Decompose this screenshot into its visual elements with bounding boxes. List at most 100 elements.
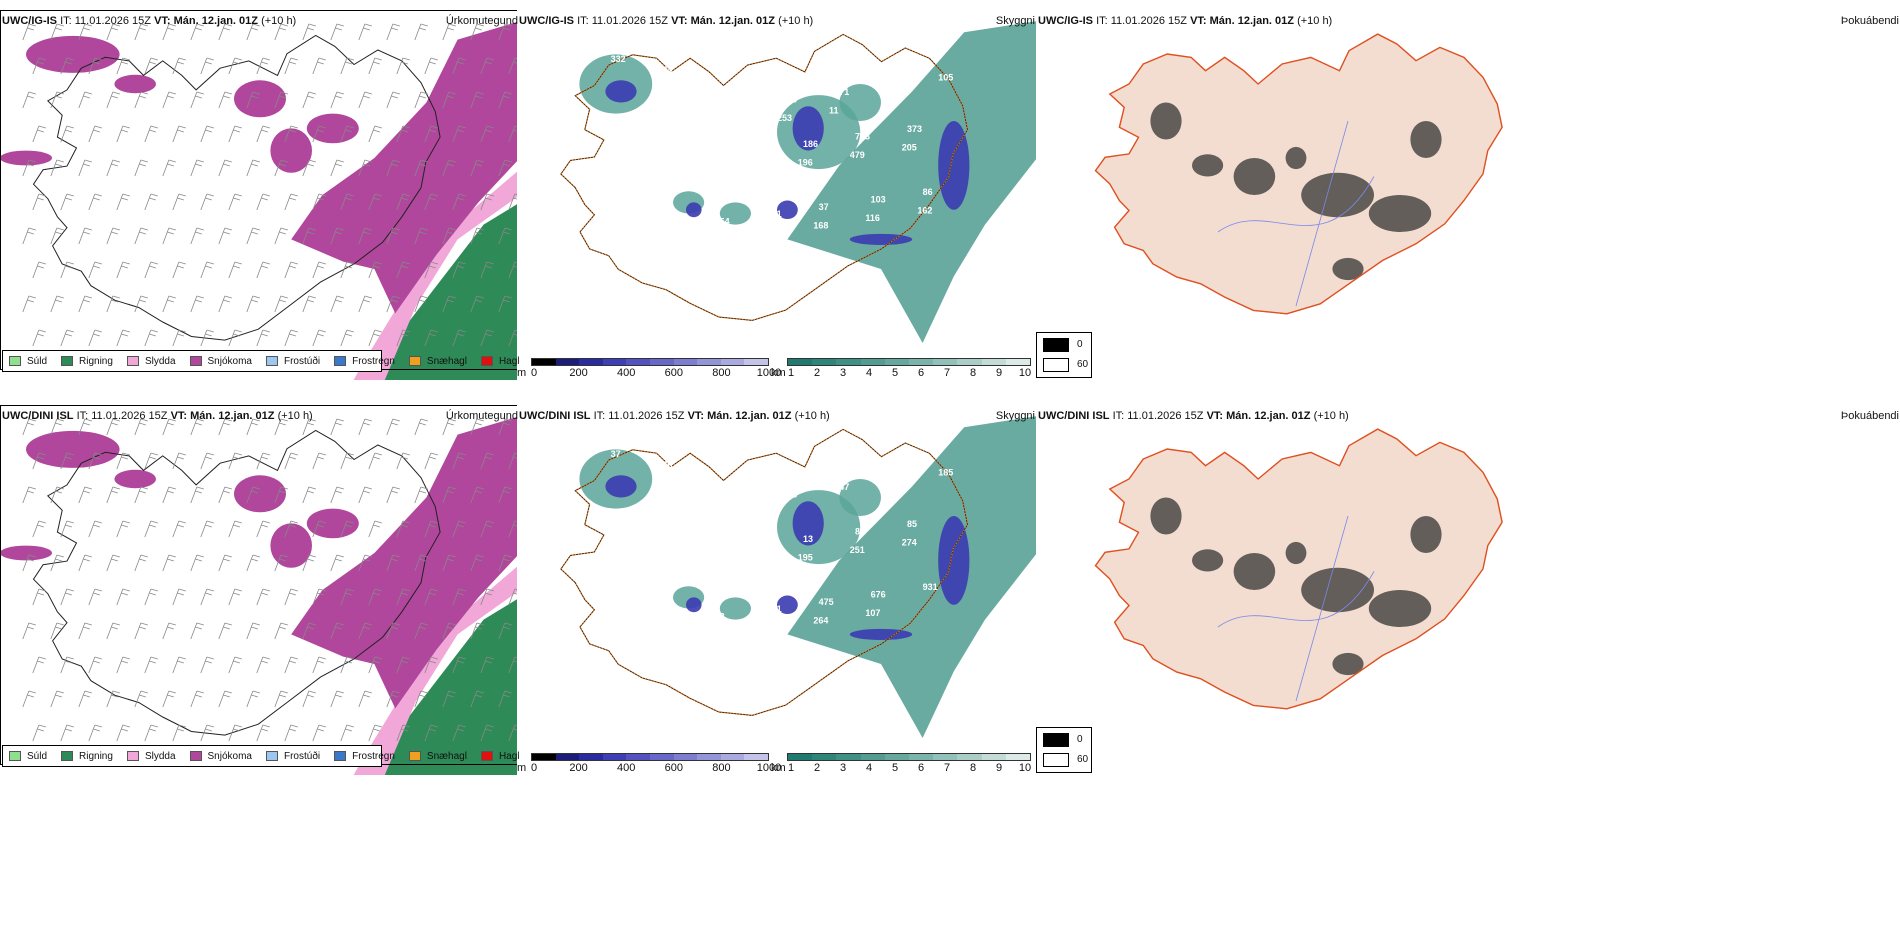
legend-label: Snæhagl xyxy=(426,355,467,367)
precip-type-map xyxy=(0,21,520,380)
panel-header: UWC/IG-IS IT: 11.01.2026 15Z VT: Mán. 12… xyxy=(0,10,520,32)
wind-barb xyxy=(134,486,148,504)
wind-barb xyxy=(480,57,494,75)
wind-barb xyxy=(22,91,36,109)
visibility-map: 37 13 131 81 23 85 181 19 475 179 676 399 931 183 230 2… xyxy=(560,416,1037,738)
cloud-base-label: 186 xyxy=(803,139,818,149)
wind-barb xyxy=(274,554,288,572)
wind-barb xyxy=(200,452,214,470)
wind-barb xyxy=(284,329,298,347)
wind-barb xyxy=(452,193,466,211)
iceland-land xyxy=(1094,33,1503,315)
wind-barb xyxy=(106,227,120,245)
visibility-panel: 332 186 102 773 954 373 141 166 37 133 103 81 86 310 7… xyxy=(517,10,1037,380)
visibility-map: 332 186 102 773 954 373 141 166 37 133 103 81 86 310 7… xyxy=(560,21,1037,343)
init-time-label: IT: xyxy=(76,410,89,422)
colorbar-strip xyxy=(787,358,1031,366)
wind-barb xyxy=(330,486,344,504)
wind-barb xyxy=(32,261,46,279)
wind-barb xyxy=(340,261,354,279)
wind-barb xyxy=(442,486,456,504)
legend-label: Frostregn xyxy=(352,750,395,762)
cloud-base-label: 205 xyxy=(902,143,917,153)
cloud-base-label: 264 xyxy=(813,615,828,625)
wind-barb xyxy=(60,656,74,674)
wind-barb xyxy=(60,193,74,211)
wind-barb xyxy=(274,486,288,504)
wind-barb xyxy=(396,656,410,674)
wind-barb xyxy=(50,486,64,504)
wind-barb xyxy=(470,295,484,313)
cloud-base-label: 490 xyxy=(621,135,636,145)
wind-barb xyxy=(452,520,466,538)
wind-barb xyxy=(50,295,64,313)
panel-header: UWC/DINI ISL IT: 11.01.2026 15Z VT: Mán.… xyxy=(1036,405,1900,427)
wind-barb xyxy=(200,193,214,211)
wind-barb xyxy=(414,690,428,708)
wind-barb xyxy=(312,57,326,75)
colorbar-bin xyxy=(602,754,627,760)
wind-barb xyxy=(386,91,400,109)
wind-barb xyxy=(480,193,494,211)
wind-barb xyxy=(32,520,46,538)
wind-barb xyxy=(312,125,326,143)
colorbar-unit: km xyxy=(771,367,786,379)
colorbar-bin xyxy=(532,754,556,760)
wind-barb xyxy=(368,588,382,606)
wind-barb xyxy=(218,91,232,109)
wind-barb xyxy=(256,261,270,279)
wind-barb xyxy=(312,329,326,347)
legend-swatch xyxy=(334,356,347,366)
wind-barb xyxy=(22,486,36,504)
wind-barb xyxy=(200,656,214,674)
wind-barb xyxy=(162,554,176,572)
wind-barb xyxy=(116,520,130,538)
low-cloud-base-patch xyxy=(849,628,913,640)
valid-time-label: VT: xyxy=(154,15,171,27)
valid-time: Mán. 12.jan. 01Z xyxy=(707,410,792,422)
colorbar-strip xyxy=(531,358,769,366)
low-visibility-area xyxy=(787,21,1037,343)
wind-barb xyxy=(88,193,102,211)
wind-barb xyxy=(78,622,92,640)
colorbar-bin xyxy=(957,359,982,365)
colorbar-bin xyxy=(697,754,721,760)
wind-barb xyxy=(452,125,466,143)
wind-barb xyxy=(396,261,410,279)
low-cloud-base-patch xyxy=(777,595,798,615)
legend-item-snæhagl: Snæhagl xyxy=(408,751,467,762)
valid-time: Mán. 12.jan. 01Z xyxy=(690,15,775,27)
wind-barb xyxy=(144,452,158,470)
fog-value-dark: 0 xyxy=(1077,734,1083,745)
fog-indicator-patch xyxy=(1233,553,1276,590)
wind-barb xyxy=(442,227,456,245)
wind-barb xyxy=(480,656,494,674)
colorbar-tick: 6 xyxy=(917,762,925,774)
wind-barb xyxy=(358,554,372,572)
wind-barb xyxy=(256,57,270,75)
wind-barb xyxy=(172,329,186,347)
model-name: UWC/IG-IS xyxy=(519,15,574,27)
legend-swatch xyxy=(189,356,202,366)
wind-barb xyxy=(218,486,232,504)
legend-item-snjókoma: Snjókoma xyxy=(189,750,252,762)
cloud-base-label: 37 xyxy=(819,202,829,212)
colorbar-tick: 10 xyxy=(1018,367,1032,379)
fog-value-light: 60 xyxy=(1077,754,1089,765)
legend-swatch xyxy=(126,356,139,366)
wind-barb xyxy=(358,23,372,41)
wind-barb xyxy=(88,261,102,279)
wind-barb xyxy=(116,724,130,742)
legend-label: Snjókoma xyxy=(207,750,252,762)
wind-barb xyxy=(190,159,204,177)
colorbar-bin xyxy=(555,754,580,760)
wind-barb xyxy=(78,227,92,245)
wind-barb xyxy=(274,159,288,177)
legend-item-rigning: Rigning xyxy=(61,751,113,762)
fog-indicator-patch xyxy=(1410,516,1442,553)
wind-barb xyxy=(50,227,64,245)
wind-barb xyxy=(302,622,316,640)
legend-swatch xyxy=(126,751,139,761)
wind-barb xyxy=(228,656,242,674)
init-time: 11.01.2026 15Z xyxy=(591,15,668,27)
